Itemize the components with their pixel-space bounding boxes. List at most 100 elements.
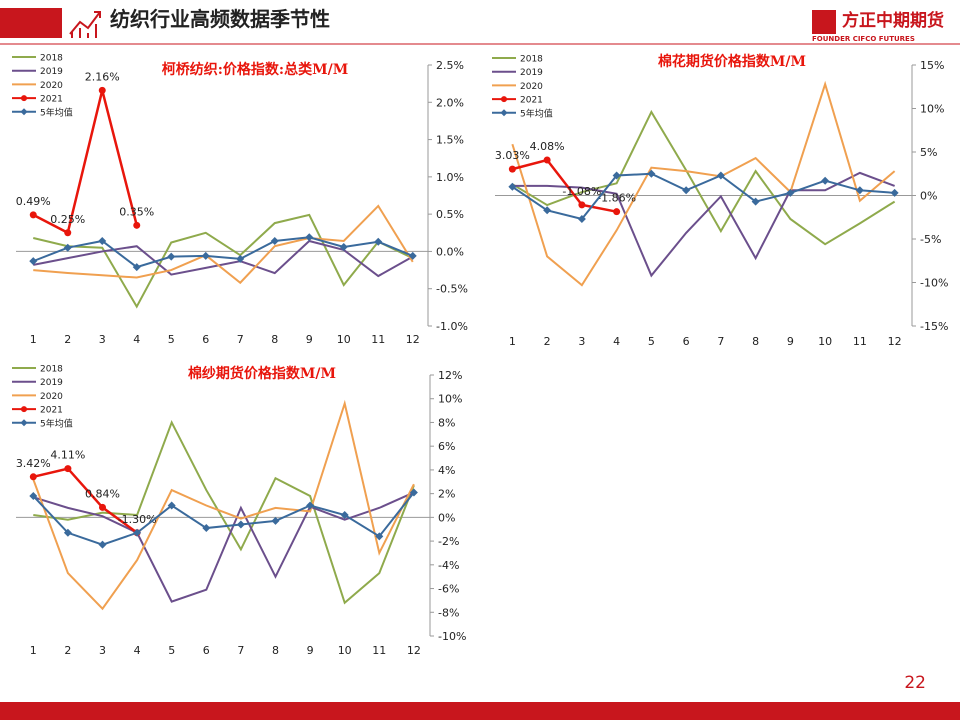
x-tick-label: 6 <box>202 333 209 346</box>
x-tick-label: 3 <box>99 333 106 346</box>
x-tick-label: 6 <box>203 644 210 657</box>
data-label: 0.25% <box>50 213 85 226</box>
x-tick-label: 4 <box>613 335 620 348</box>
point <box>339 242 348 251</box>
point <box>612 171 621 180</box>
legend-label: 2019 <box>40 378 63 388</box>
x-tick-label: 2 <box>64 644 71 657</box>
y-tick-label: 2% <box>438 488 455 501</box>
x-tick-label: 1 <box>30 644 37 657</box>
x-tick-label: 3 <box>99 644 106 657</box>
y-tick-label: 0.0% <box>436 245 464 258</box>
x-tick-label: 9 <box>787 335 794 348</box>
legend-label: 2021 <box>40 406 63 416</box>
point <box>99 503 106 511</box>
point <box>408 251 417 260</box>
chart-title: 柯桥纺织:价格指数:总类M/M <box>162 61 348 78</box>
series-line <box>32 399 415 611</box>
y-tick-label: 12% <box>438 369 462 382</box>
y-tick-label: 2.0% <box>436 96 464 109</box>
series-line <box>32 90 138 235</box>
legend-marker <box>21 95 27 102</box>
series-line <box>512 171 895 278</box>
series-line <box>33 239 414 278</box>
point <box>409 488 418 497</box>
y-tick-label: 2.5% <box>436 59 464 72</box>
x-tick-label: 8 <box>271 333 278 346</box>
x-tick-label: 10 <box>338 644 352 657</box>
y-tick-label: 5% <box>920 146 937 159</box>
point <box>577 214 586 223</box>
series-line <box>33 213 414 309</box>
point <box>167 252 176 261</box>
point <box>167 501 176 510</box>
series-line <box>511 80 896 287</box>
legend-label: 2021 <box>520 96 543 106</box>
point <box>543 206 552 215</box>
legend-label: 2018 <box>520 55 543 65</box>
point <box>855 186 864 195</box>
y-tick-label: -15% <box>920 320 948 333</box>
footer-bar <box>0 702 960 720</box>
point <box>236 254 245 263</box>
y-tick-label: -8% <box>438 606 459 619</box>
point <box>29 211 37 219</box>
legend-label: 2019 <box>520 68 543 78</box>
y-tick-label: 1.0% <box>436 171 464 184</box>
point <box>578 201 586 209</box>
legend-marker <box>20 419 28 427</box>
point <box>270 236 279 245</box>
series-line <box>33 204 414 285</box>
point <box>716 171 725 180</box>
point <box>132 263 141 272</box>
data-label: 2.16% <box>85 70 120 83</box>
header-bar <box>0 8 62 38</box>
point <box>543 156 551 164</box>
y-tick-label: -6% <box>438 583 459 596</box>
y-tick-label: 15% <box>920 59 944 72</box>
legend-label: 2020 <box>40 81 63 91</box>
data-label: 3.42% <box>16 457 51 470</box>
y-tick-label: 10% <box>920 103 944 116</box>
point <box>98 86 106 94</box>
y-tick-label: -0.5% <box>436 283 468 296</box>
point <box>29 257 38 266</box>
x-tick-label: 7 <box>237 644 244 657</box>
x-tick-label: 10 <box>337 333 351 346</box>
legend-label: 2020 <box>520 82 543 92</box>
point <box>133 528 142 537</box>
legend-marker <box>501 96 507 103</box>
data-label: 0.49% <box>16 195 51 208</box>
y-tick-label: 6% <box>438 440 455 453</box>
legend-label: 5年均值 <box>40 417 73 429</box>
data-label: -1.30% <box>118 513 157 526</box>
x-tick-label: 12 <box>888 335 902 348</box>
legend-label: 5年均值 <box>40 106 73 118</box>
x-tick-label: 2 <box>64 333 71 346</box>
y-tick-label: 10% <box>438 393 462 406</box>
header-title: 纺织行业高频数据季节性 <box>110 7 330 31</box>
x-tick-label: 5 <box>168 333 175 346</box>
series-line <box>33 467 138 534</box>
x-tick-label: 7 <box>717 335 724 348</box>
x-tick-label: 10 <box>818 335 832 348</box>
series-line <box>511 172 895 221</box>
point <box>63 528 72 537</box>
legend-marker <box>21 406 27 413</box>
series-line <box>32 491 415 546</box>
data-label: -1.08% <box>562 185 601 198</box>
x-tick-label: 1 <box>30 333 37 346</box>
legend-label: 2019 <box>40 67 63 77</box>
x-tick-label: 4 <box>134 644 141 657</box>
point <box>64 229 72 237</box>
data-label: -1.86% <box>597 192 636 205</box>
point <box>271 516 280 525</box>
point <box>98 540 107 549</box>
logo-mark <box>812 10 836 34</box>
chart-title: 棉花期货价格指数M/M <box>658 53 806 70</box>
y-tick-label: 0% <box>920 190 937 203</box>
x-tick-label: 11 <box>853 335 867 348</box>
data-label: 0.35% <box>119 205 154 218</box>
x-tick-label: 7 <box>237 333 244 346</box>
